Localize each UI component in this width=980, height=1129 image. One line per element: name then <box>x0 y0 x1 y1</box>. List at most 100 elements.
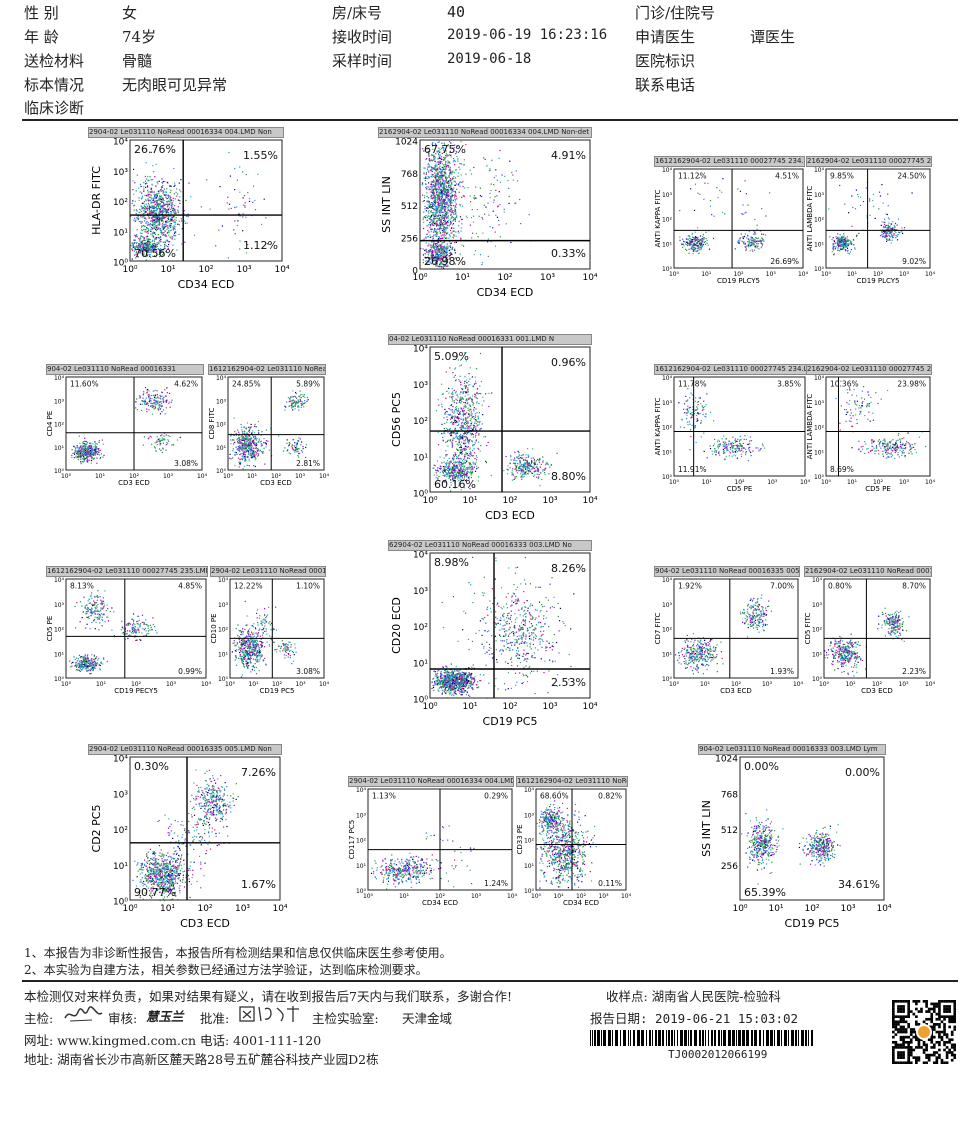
event-dot <box>177 209 179 211</box>
event-dot <box>135 219 137 221</box>
event-dot <box>704 243 707 245</box>
event-dot <box>434 176 436 178</box>
event-dot <box>430 231 432 233</box>
event-dot <box>157 409 160 411</box>
event-dot <box>424 208 426 210</box>
event-dot <box>161 200 163 202</box>
event-dot <box>444 188 446 190</box>
event-dot <box>886 230 888 233</box>
event-dot <box>162 204 164 206</box>
event-dot <box>698 177 700 179</box>
event-dot <box>159 224 161 226</box>
event-dot <box>152 210 154 212</box>
x-tick-label: 10¹ <box>455 273 470 283</box>
event-dot <box>846 247 849 249</box>
event-dot <box>441 193 443 195</box>
event-dot <box>153 205 155 207</box>
event-dot <box>457 184 459 186</box>
event-dot <box>692 239 694 241</box>
event-dot <box>436 170 438 172</box>
event-dot <box>495 169 497 171</box>
event-dot <box>421 182 424 184</box>
event-dot <box>444 158 446 160</box>
event-dot <box>446 192 448 194</box>
event-dot <box>153 193 155 195</box>
event-dot <box>160 200 162 202</box>
event-dot <box>427 178 429 180</box>
event-dot <box>442 175 444 177</box>
event-dot <box>157 248 159 250</box>
event-dot <box>443 214 445 217</box>
event-dot <box>158 227 160 229</box>
event-dot <box>696 244 698 247</box>
event-dot <box>459 216 462 218</box>
event-dot <box>461 181 463 183</box>
event-dot <box>297 440 299 442</box>
event-dot <box>439 175 441 177</box>
event-dot <box>843 245 845 247</box>
event-dot <box>156 204 158 206</box>
event-dot <box>444 199 446 201</box>
event-dot <box>155 250 158 252</box>
event-dot <box>436 225 438 227</box>
event-dot <box>136 217 138 219</box>
event-dot <box>738 241 740 243</box>
event-dot <box>442 188 444 191</box>
event-dot <box>837 243 839 245</box>
event-dot <box>432 231 435 233</box>
event-dot <box>432 241 434 243</box>
event-dot <box>734 248 736 250</box>
event-dot <box>429 169 431 171</box>
event-dot <box>448 185 450 187</box>
event-dot <box>442 237 444 239</box>
event-dot <box>79 454 81 456</box>
event-dot <box>158 212 160 214</box>
event-dot <box>173 225 175 227</box>
event-dot <box>179 199 181 202</box>
event-dot <box>441 253 443 255</box>
event-dot <box>438 179 440 181</box>
event-dot <box>441 161 443 163</box>
event-dot <box>170 223 172 225</box>
event-dot <box>150 209 152 212</box>
event-dot <box>252 449 254 451</box>
event-dot <box>156 394 158 396</box>
event-dot <box>430 206 432 208</box>
event-dot <box>426 186 428 188</box>
event-dot <box>473 254 475 256</box>
event-dot <box>430 262 432 265</box>
event-dot <box>165 407 167 409</box>
event-dot <box>96 457 98 459</box>
event-dot <box>441 146 443 149</box>
event-dot <box>850 249 852 251</box>
event-dot <box>445 260 447 262</box>
event-dot <box>435 256 437 258</box>
event-dot <box>296 442 298 444</box>
event-dot <box>440 210 442 212</box>
event-dot <box>429 258 431 260</box>
event-dot <box>887 224 889 226</box>
event-dot <box>147 206 149 208</box>
event-dot <box>887 217 889 219</box>
event-dot <box>451 173 453 175</box>
event-dot <box>236 224 239 227</box>
event-dot <box>98 448 100 450</box>
event-dot <box>697 227 699 229</box>
y-tick-label: 10² <box>54 422 65 429</box>
event-dot <box>455 192 457 194</box>
event-dot <box>752 242 754 245</box>
event-dot <box>473 198 476 200</box>
event-dot <box>229 175 231 177</box>
event-dot <box>155 237 158 239</box>
event-dot <box>168 440 170 442</box>
event-dot <box>458 232 460 234</box>
event-dot <box>165 212 167 214</box>
event-dot <box>168 197 170 199</box>
event-dot <box>499 181 502 183</box>
event-dot <box>260 445 262 447</box>
event-dot <box>442 145 444 147</box>
event-dot <box>160 395 162 398</box>
event-dot <box>439 178 441 181</box>
event-dot <box>446 220 449 223</box>
event-dot <box>433 154 435 156</box>
